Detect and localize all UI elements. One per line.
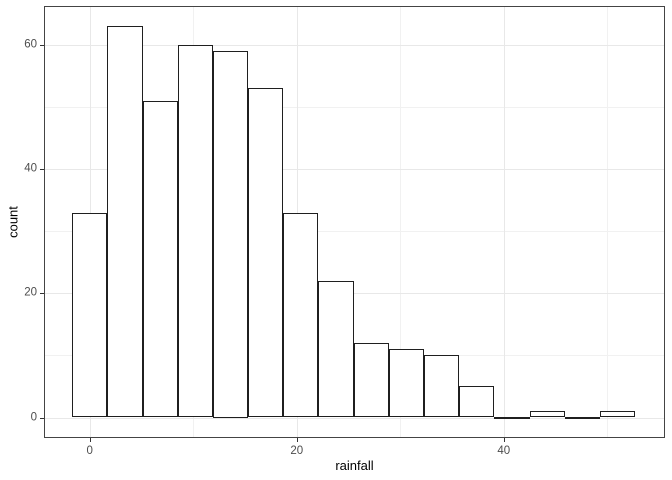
y-major-gridline [44, 169, 665, 171]
x-minor-gridline [607, 6, 609, 438]
histogram-bar [529, 411, 565, 418]
x-tick-label: 0 [86, 445, 93, 457]
x-tick-mark [296, 438, 298, 442]
x-minor-gridline [400, 6, 402, 438]
y-axis-title: count [5, 206, 21, 238]
plot-panel [44, 6, 665, 438]
y-minor-gridline [44, 106, 665, 108]
y-major-gridline [44, 44, 665, 46]
histogram-bar [318, 280, 354, 418]
histogram-bar [107, 26, 143, 418]
x-tick-label: 20 [290, 445, 304, 457]
y-tick-mark [40, 169, 44, 171]
y-tick-label: 0 [30, 410, 37, 423]
histogram-bar [353, 342, 389, 418]
histogram-bar [388, 349, 425, 418]
histogram-bar [72, 212, 108, 418]
histogram-bar [177, 44, 213, 418]
x-axis-title: rainfall [335, 458, 374, 473]
y-tick-mark [40, 417, 44, 419]
x-tick-mark [503, 438, 505, 442]
histogram-bar [494, 416, 530, 419]
y-minor-gridline [44, 231, 665, 233]
histogram-bar [142, 100, 178, 418]
histogram-bar [600, 411, 636, 418]
histogram-bar [424, 355, 460, 418]
x-major-gridline [503, 6, 505, 438]
y-tick-label: 60 [24, 38, 37, 51]
bars-layer [44, 6, 665, 438]
y-major-gridline [44, 417, 665, 419]
x-tick-label: 40 [497, 445, 511, 457]
y-tick-label: 40 [24, 162, 37, 175]
histogram-bar [248, 88, 284, 418]
histogram-bar [564, 416, 600, 419]
y-tick-mark [40, 293, 44, 295]
y-major-gridline [44, 293, 665, 295]
x-tick-mark [89, 438, 91, 442]
histogram-bar [283, 212, 319, 418]
histogram-bar [212, 51, 249, 418]
histogram-bar [459, 386, 495, 418]
y-tick-mark [40, 44, 44, 46]
y-tick-label: 20 [24, 286, 37, 299]
